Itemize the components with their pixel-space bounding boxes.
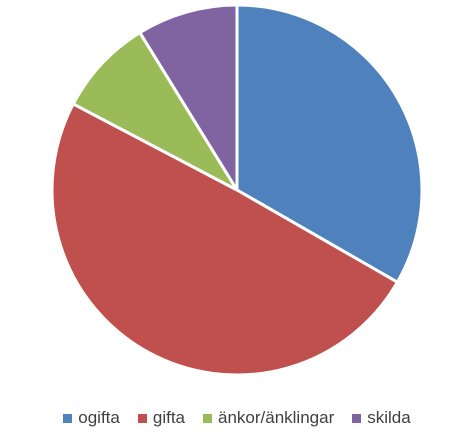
legend-swatch (352, 413, 362, 423)
pie-area (50, 3, 424, 377)
legend-swatch (63, 413, 73, 423)
legend: ogifta gifta änkor/änklingar skilda (0, 408, 474, 428)
legend-label: gifta (152, 408, 185, 427)
pie-slice (71, 31, 239, 192)
pie-slice (50, 102, 399, 377)
pie-slice (138, 3, 239, 192)
legend-swatch (137, 413, 147, 423)
legend-label: skilda (367, 408, 411, 427)
legend-item: skilda (352, 408, 411, 428)
legend-label: ogifta (78, 408, 120, 427)
legend-item: ogifta (63, 408, 120, 428)
legend-item: gifta (137, 408, 185, 428)
legend-swatch (203, 413, 212, 423)
pie-slice (235, 3, 424, 284)
legend-item: änkor/änklingar (203, 408, 334, 428)
legend-label: änkor/änklingar (218, 408, 335, 427)
